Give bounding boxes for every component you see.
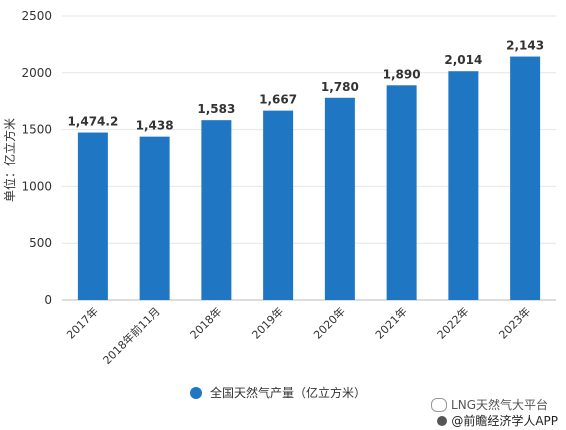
- bar: [139, 136, 170, 300]
- data-labels: 1,474.2 1,438 1,583 1,667 1,780 1,890 2,014 2,1…: [67, 39, 544, 133]
- wechat-icon: [431, 397, 448, 412]
- data-label: 1,667: [259, 93, 297, 107]
- data-label: 1,438: [136, 119, 174, 133]
- x-tick-label: 2022年: [434, 304, 471, 341]
- y-tick-label: 1000: [21, 179, 52, 193]
- data-label: 2,014: [444, 53, 482, 67]
- y-tick-label: 0: [44, 293, 52, 307]
- y-tick-label: 1500: [21, 123, 52, 137]
- data-label: 1,890: [383, 67, 421, 81]
- legend: 全国天然气产量（亿立方米）: [190, 384, 366, 401]
- x-tick-label: 2021年: [372, 304, 409, 341]
- bar: [263, 110, 294, 300]
- legend-label: 全国天然气产量（亿立方米）: [210, 386, 367, 400]
- bar: [510, 56, 541, 300]
- watermark-app: @前瞻经济学人APP: [437, 412, 558, 429]
- bar: [386, 85, 417, 301]
- y-axis-ticks: 0 500 1000 1500 2000 2500: [21, 9, 52, 307]
- app-logo-icon: [437, 415, 448, 426]
- y-tick-label: 2500: [21, 9, 52, 23]
- x-tick-label: 2018年: [187, 304, 224, 341]
- x-tick-label: 2023年: [496, 304, 533, 341]
- x-tick-label: 2019年: [249, 304, 286, 341]
- data-label: 1,780: [321, 80, 359, 94]
- data-label: 2,143: [506, 39, 544, 53]
- legend-marker: [190, 386, 202, 399]
- data-label: 1,474.2: [67, 115, 118, 129]
- x-tick-label: 2017年: [64, 304, 101, 341]
- y-axis-label: 单位：亿立方米: [2, 118, 17, 202]
- watermark-brand: LNG天然气大平台: [431, 396, 548, 413]
- bar: [77, 132, 108, 300]
- x-tick-label: 2018年前11月: [100, 304, 163, 367]
- x-tick-label: 2020年: [311, 304, 348, 341]
- bars: [77, 56, 541, 301]
- bar: [448, 71, 479, 301]
- x-axis-ticks: 2017年 2018年前11月 2018年 2019年 2020年 2021年 2022年 2…: [64, 304, 534, 367]
- y-tick-label: 2000: [21, 66, 52, 80]
- watermark-brand-text: LNG天然气大平台: [451, 398, 548, 412]
- y-tick-label: 500: [29, 236, 52, 250]
- bar: [201, 120, 232, 300]
- data-label: 1,583: [197, 102, 235, 116]
- watermark-app-text: @前瞻经济学人APP: [451, 414, 558, 428]
- bar: [324, 97, 355, 301]
